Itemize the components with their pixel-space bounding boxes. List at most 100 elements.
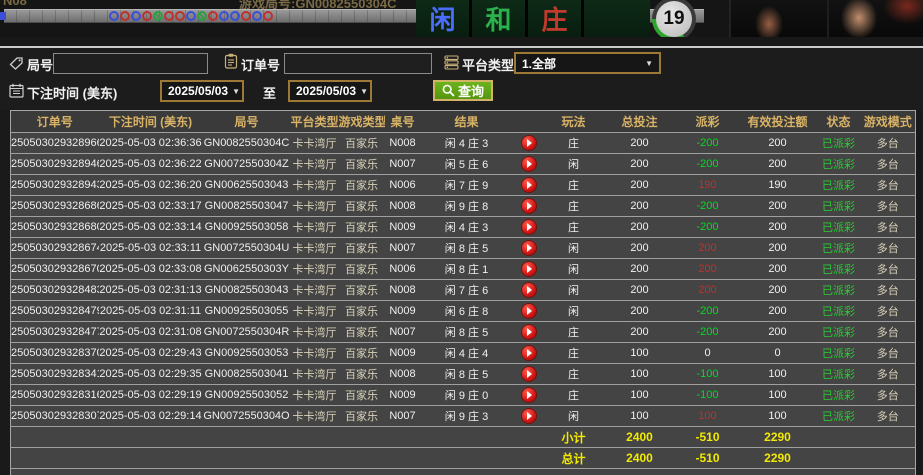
play-video-button[interactable]: [521, 325, 536, 339]
play-icon: [526, 370, 532, 378]
cell-status: 已派彩: [816, 363, 861, 385]
cell-status: 已派彩: [816, 321, 861, 343]
total-label: 总计: [544, 447, 603, 469]
cell-play-type: 庄: [544, 342, 603, 364]
table-row: 250503029328307 2025-05-03 02:29:14 GN00…: [10, 405, 916, 427]
cell-round-no: GN0062550303Y: [202, 258, 291, 280]
platform-type-select[interactable]: 1.全部 ▼: [514, 52, 661, 74]
bet-tiles: 闲 和 庄: [416, 0, 650, 37]
cell-total-bet: 200: [602, 216, 677, 238]
play-video-button[interactable]: [521, 241, 536, 255]
play-video-button[interactable]: [521, 388, 536, 402]
play-video-button[interactable]: [521, 346, 536, 360]
cell-round-no: GN00925503055: [202, 300, 291, 322]
cell-bet-time: 2025-05-03 02:36:22: [98, 153, 203, 175]
chevron-down-icon: ▼: [360, 86, 368, 96]
cell-play-type: 庄: [544, 384, 603, 406]
cell-game-mode: 多台: [860, 195, 916, 217]
bet-tile-player[interactable]: 闲: [416, 0, 469, 37]
play-video-button[interactable]: [521, 367, 536, 381]
table-row: 250503029328674 2025-05-03 02:33:11 GN00…: [10, 237, 916, 259]
play-video-button[interactable]: [521, 262, 536, 276]
cell-result: 闲 4 庄 3: [420, 216, 513, 238]
cell-round-no: GN00925503058: [202, 216, 291, 238]
cell-bet-time: 2025-05-03 02:36:20: [98, 174, 203, 196]
cell-payout: -200: [676, 132, 739, 154]
bet-tile-tie[interactable]: 和: [472, 0, 525, 37]
play-icon: [526, 265, 532, 273]
total-payout: -510: [676, 447, 739, 469]
cell-order-no: 250503029328966: [10, 132, 99, 154]
cell-bet-time: 2025-05-03 02:31:08: [98, 321, 203, 343]
cell-game-mode: 多台: [860, 300, 916, 322]
play-video-button[interactable]: [521, 136, 536, 150]
subtotal-payout: -510: [676, 426, 739, 448]
bead-red-icon: [263, 11, 273, 21]
cell-bet-time: 2025-05-03 02:29:43: [98, 342, 203, 364]
cell-valid-bet: 200: [738, 153, 817, 175]
cell-total-bet: 200: [602, 153, 677, 175]
round-no-input[interactable]: [54, 54, 207, 73]
cell-result: 闲 8 庄 5: [420, 363, 513, 385]
cell-bet-time: 2025-05-03 02:29:19: [98, 384, 203, 406]
play-video-button[interactable]: [521, 199, 536, 213]
play-icon: [526, 286, 532, 294]
play-video-button[interactable]: [521, 220, 536, 234]
subtotal-valid-bet: 2290: [738, 426, 817, 448]
header-platform-type: 平台类型: [290, 110, 339, 133]
cell-result: 闲 4 庄 3: [420, 132, 513, 154]
bead-blue-icon: [186, 11, 196, 21]
header-result: 结果: [420, 110, 513, 133]
table-header-row: 订单号 下注时间 (美东) 局号 平台类型 游戏类型 桌号 结果 玩法 总投注 …: [10, 110, 916, 133]
cell-order-no: 250503029328477: [10, 321, 99, 343]
cell-table-no: N007: [384, 237, 421, 259]
play-video-button[interactable]: [521, 283, 536, 297]
date-to-value: 2025/05/03: [296, 84, 357, 98]
cell-video: [512, 384, 545, 406]
header-status: 状态: [816, 110, 861, 133]
play-video-button[interactable]: [521, 409, 536, 423]
play-video-button[interactable]: [521, 157, 536, 171]
cell-video: [512, 405, 545, 427]
cell-status: 已派彩: [816, 384, 861, 406]
order-no-input[interactable]: [285, 54, 431, 73]
cell-valid-bet: 190: [738, 174, 817, 196]
cell-platform-type: 卡卡湾厅: [290, 384, 339, 406]
cell-result: 闲 8 庄 5: [420, 237, 513, 259]
order-no-field: [284, 53, 432, 74]
cell-game-type: 百家乐: [338, 321, 385, 343]
total-valid-bet: 2290: [738, 447, 817, 469]
play-video-button[interactable]: [521, 178, 536, 192]
cell-platform-type: 卡卡湾厅: [290, 321, 339, 343]
cell-payout: 200: [676, 279, 739, 301]
cell-platform-type: 卡卡湾厅: [290, 300, 339, 322]
cell-status: 已派彩: [816, 258, 861, 280]
header-valid-bet: 有效投注额: [738, 110, 817, 133]
date-from-picker[interactable]: 2025/05/03 ▼: [160, 80, 244, 102]
cell-order-no: 250503029328686: [10, 195, 99, 217]
date-to-picker[interactable]: 2025/05/03 ▼: [288, 80, 372, 102]
cell-play-type: 闲: [544, 237, 603, 259]
table-row: 250503029328341 2025-05-03 02:29:35 GN00…: [10, 363, 916, 385]
tag-icon: [9, 57, 23, 70]
cell-payout: -200: [676, 300, 739, 322]
cell-status: 已派彩: [816, 300, 861, 322]
play-video-button[interactable]: [521, 304, 536, 318]
cell-game-type: 百家乐: [338, 384, 385, 406]
cell-result: 闲 9 庄 3: [420, 405, 513, 427]
bet-tile-banker[interactable]: 庄: [528, 0, 581, 37]
cell-total-bet: 100: [602, 342, 677, 364]
query-button[interactable]: 查询: [433, 80, 494, 101]
bead-red-icon: [120, 11, 130, 21]
cell-game-mode: 多台: [860, 321, 916, 343]
cell-status: 已派彩: [816, 405, 861, 427]
cell-game-type: 百家乐: [338, 405, 385, 427]
cell-payout: -200: [676, 216, 739, 238]
cell-game-type: 百家乐: [338, 237, 385, 259]
cell-result: 闲 9 庄 0: [420, 384, 513, 406]
subtotal-label: 小计: [544, 426, 603, 448]
table-row: 250503029328479 2025-05-03 02:31:11 GN00…: [10, 300, 916, 322]
cell-valid-bet: 200: [738, 195, 817, 217]
cell-payout: 200: [676, 237, 739, 259]
cell-video: [512, 153, 545, 175]
